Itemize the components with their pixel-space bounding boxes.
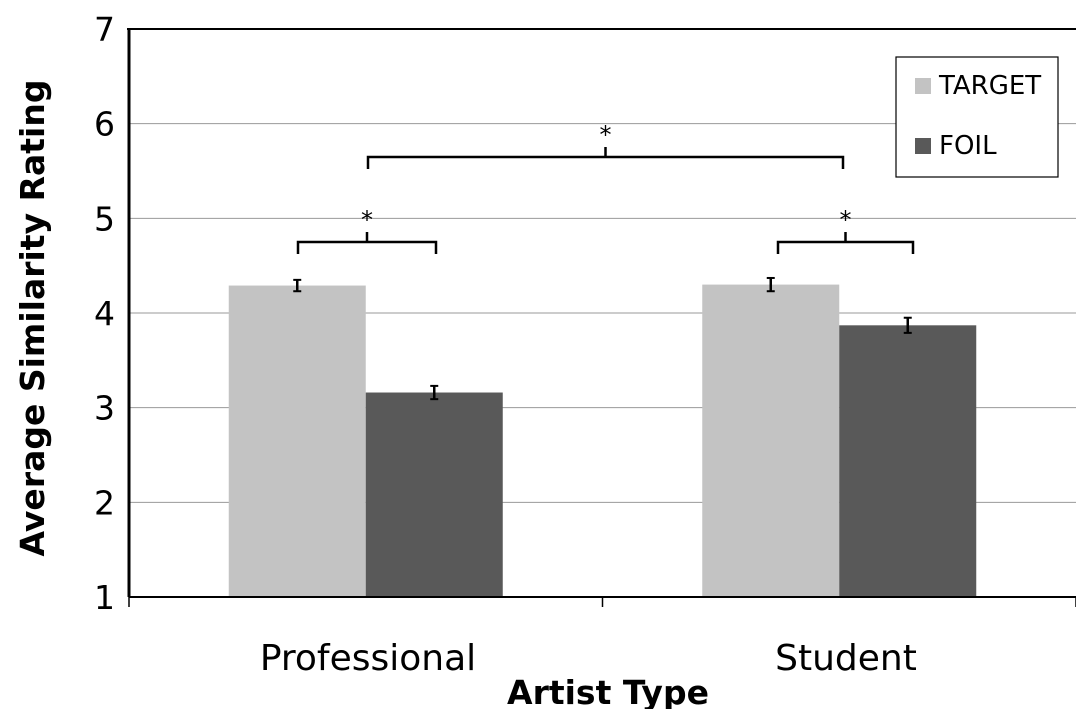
significance-bracket bbox=[296, 232, 438, 254]
legend-swatch-foil bbox=[915, 138, 931, 154]
bar-foil-professional bbox=[365, 392, 503, 597]
y-tick-label: 7 bbox=[94, 10, 115, 49]
x-axis-title: Artist Type bbox=[507, 673, 709, 709]
x-tick-label: Professional bbox=[260, 638, 476, 679]
bars bbox=[228, 284, 977, 597]
y-tick-label: 1 bbox=[94, 578, 115, 617]
significance-bracket bbox=[366, 147, 845, 169]
legend-box bbox=[895, 56, 1059, 178]
significance-bracket bbox=[776, 232, 915, 254]
bar-target-student bbox=[702, 284, 840, 597]
significance-brackets: * * * bbox=[296, 121, 915, 254]
y-tick-labels: 1 2 3 4 5 6 7 bbox=[94, 10, 115, 617]
y-tick-label: 2 bbox=[94, 483, 115, 522]
y-tick-label: 6 bbox=[94, 105, 115, 144]
legend-swatch-target bbox=[915, 78, 931, 94]
bar-target-professional bbox=[228, 285, 366, 597]
legend-label-foil: FOIL bbox=[939, 131, 997, 161]
axes bbox=[127, 28, 1076, 607]
error-bars bbox=[293, 276, 912, 401]
y-tick-label: 4 bbox=[94, 294, 115, 333]
y-tick-label: 3 bbox=[94, 389, 115, 428]
significance-label: * bbox=[600, 121, 612, 149]
y-axis-title: Average Similarity Rating bbox=[13, 80, 52, 557]
legend-label-target: TARGET bbox=[938, 71, 1041, 101]
x-tick-label: Student bbox=[775, 638, 917, 679]
bar-foil-student bbox=[839, 325, 977, 597]
significance-label: * bbox=[361, 206, 373, 234]
x-tick-labels: Professional Student bbox=[260, 638, 917, 679]
significance-label: * bbox=[840, 206, 852, 234]
y-tick-label: 5 bbox=[94, 199, 115, 238]
legend: TARGET FOIL bbox=[895, 56, 1059, 178]
